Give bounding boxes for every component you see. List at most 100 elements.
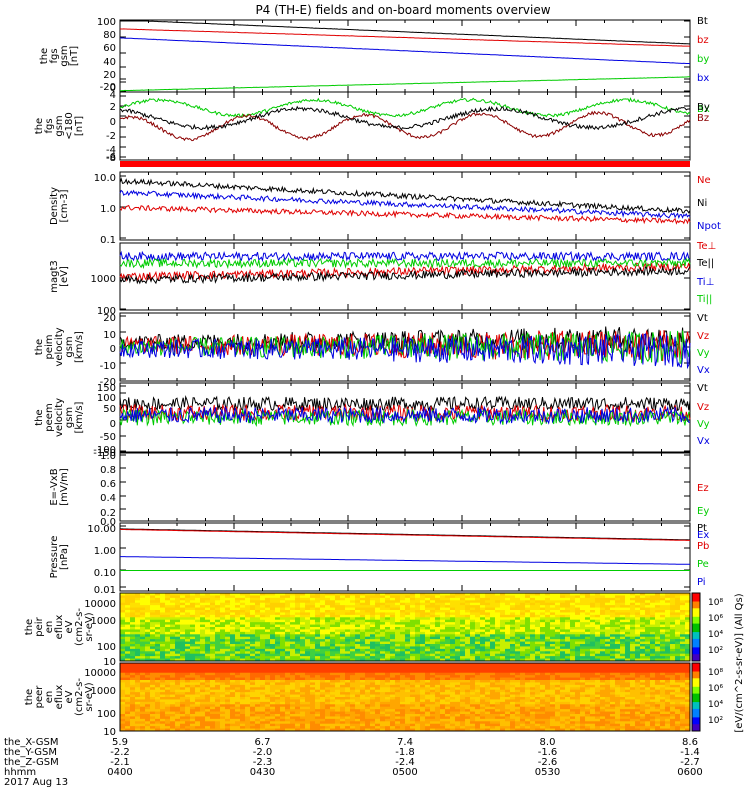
heatmap-cell <box>240 593 246 596</box>
heatmap-cell <box>200 644 206 647</box>
heatmap-cell <box>305 610 311 613</box>
heatmap-cell <box>540 653 546 657</box>
heatmap-cell <box>205 675 211 678</box>
heatmap-cell <box>520 658 526 662</box>
heatmap-cell <box>200 605 206 608</box>
heatmap-cell <box>260 706 266 710</box>
heatmap-cell <box>565 617 571 621</box>
heatmap-cell <box>165 651 171 655</box>
heatmap-cell <box>530 593 536 596</box>
heatmap-cell <box>260 624 266 628</box>
heatmap-cell <box>675 644 681 647</box>
heatmap-cell <box>270 636 276 640</box>
heatmap-cell <box>250 636 256 640</box>
heatmap-cell <box>370 619 376 623</box>
heatmap-cell <box>625 631 631 635</box>
heatmap-cell <box>265 697 271 700</box>
heatmap-cell <box>555 622 561 625</box>
heatmap-cell <box>200 593 206 596</box>
heatmap-cell <box>250 721 256 725</box>
heatmap-cell <box>520 597 526 601</box>
heatmap-cell <box>185 726 191 729</box>
heatmap-cell <box>205 641 211 645</box>
heatmap-cell <box>605 600 611 604</box>
heatmap-cell <box>310 675 316 678</box>
series-line-Bx <box>119 97 691 118</box>
heatmap-cell <box>170 631 176 635</box>
heatmap-cell <box>240 653 246 657</box>
heatmap-cell <box>385 617 391 621</box>
heatmap-cell <box>345 610 351 613</box>
heatmap-cell <box>605 622 611 625</box>
heatmap-cell <box>230 605 236 608</box>
heatmap-cell <box>570 610 576 613</box>
heatmap-cell <box>405 641 411 645</box>
heatmap-cell <box>345 651 351 655</box>
heatmap-cell <box>210 721 216 725</box>
heatmap-cell <box>475 656 481 659</box>
heatmap-cell <box>405 595 411 599</box>
heatmap-cell <box>195 627 201 630</box>
heatmap-cell <box>235 718 241 722</box>
y-tick-label: 1.0 <box>100 451 116 462</box>
heatmap-cell <box>200 658 206 662</box>
heatmap-cell <box>135 607 141 611</box>
heatmap-cell <box>295 714 301 717</box>
heatmap-cell <box>310 597 316 601</box>
heatmap-cell <box>655 656 661 659</box>
heatmap-cell <box>405 610 411 613</box>
heatmap-cell <box>240 612 246 616</box>
heatmap-cell <box>170 607 176 611</box>
heatmap-cell <box>635 614 641 618</box>
heatmap-cell <box>165 682 171 686</box>
heatmap-cell <box>180 714 186 717</box>
heatmap-cell <box>490 614 496 618</box>
heatmap-cell <box>150 639 156 642</box>
heatmap-cell <box>305 600 311 604</box>
heatmap-cell <box>370 648 376 652</box>
heatmap-cell <box>130 658 136 662</box>
y-tick-label: 100 <box>97 393 116 404</box>
heatmap-cell <box>355 612 361 616</box>
heatmap-cell <box>445 639 451 642</box>
heatmap-cell <box>230 653 236 657</box>
heatmap-cell <box>190 680 196 683</box>
heatmap-cell <box>250 610 256 613</box>
heatmap-cell <box>205 612 211 616</box>
heatmap-cell <box>135 663 141 666</box>
heatmap-cell <box>440 619 446 623</box>
heatmap-cell <box>250 641 256 645</box>
heatmap-cell <box>400 622 406 625</box>
heatmap-cell <box>475 646 481 650</box>
heatmap-cell <box>545 636 551 640</box>
heatmap-cell <box>210 665 216 669</box>
heatmap-cell <box>185 656 191 659</box>
heatmap-cell <box>620 622 626 625</box>
heatmap-cell <box>235 692 241 695</box>
heatmap-cell <box>515 631 521 635</box>
heatmap-cell <box>195 709 201 712</box>
heatmap-cell <box>145 728 151 732</box>
heatmap-cell <box>260 699 266 703</box>
heatmap-cell <box>580 648 586 652</box>
heatmap-cell <box>290 651 296 655</box>
heatmap-cell <box>120 687 126 691</box>
heatmap-cell <box>285 612 291 616</box>
heatmap-cell <box>540 648 546 652</box>
heatmap-cell <box>675 624 681 628</box>
heatmap-cell <box>225 714 231 717</box>
heatmap-cell <box>260 636 266 640</box>
heatmap-cell <box>585 602 591 606</box>
heatmap-cell <box>660 641 666 645</box>
heatmap-cell <box>365 646 371 650</box>
heatmap-cell <box>305 714 311 717</box>
heatmap-cell <box>240 665 246 669</box>
heatmap-cell <box>140 667 146 671</box>
heatmap-cell <box>130 631 136 635</box>
heatmap-cell <box>615 656 621 659</box>
heatmap-cell <box>125 694 131 698</box>
heatmap-cell <box>345 595 351 599</box>
heatmap-cell <box>465 624 471 628</box>
heatmap-cell <box>175 689 181 693</box>
heatmap-cell <box>520 612 526 616</box>
